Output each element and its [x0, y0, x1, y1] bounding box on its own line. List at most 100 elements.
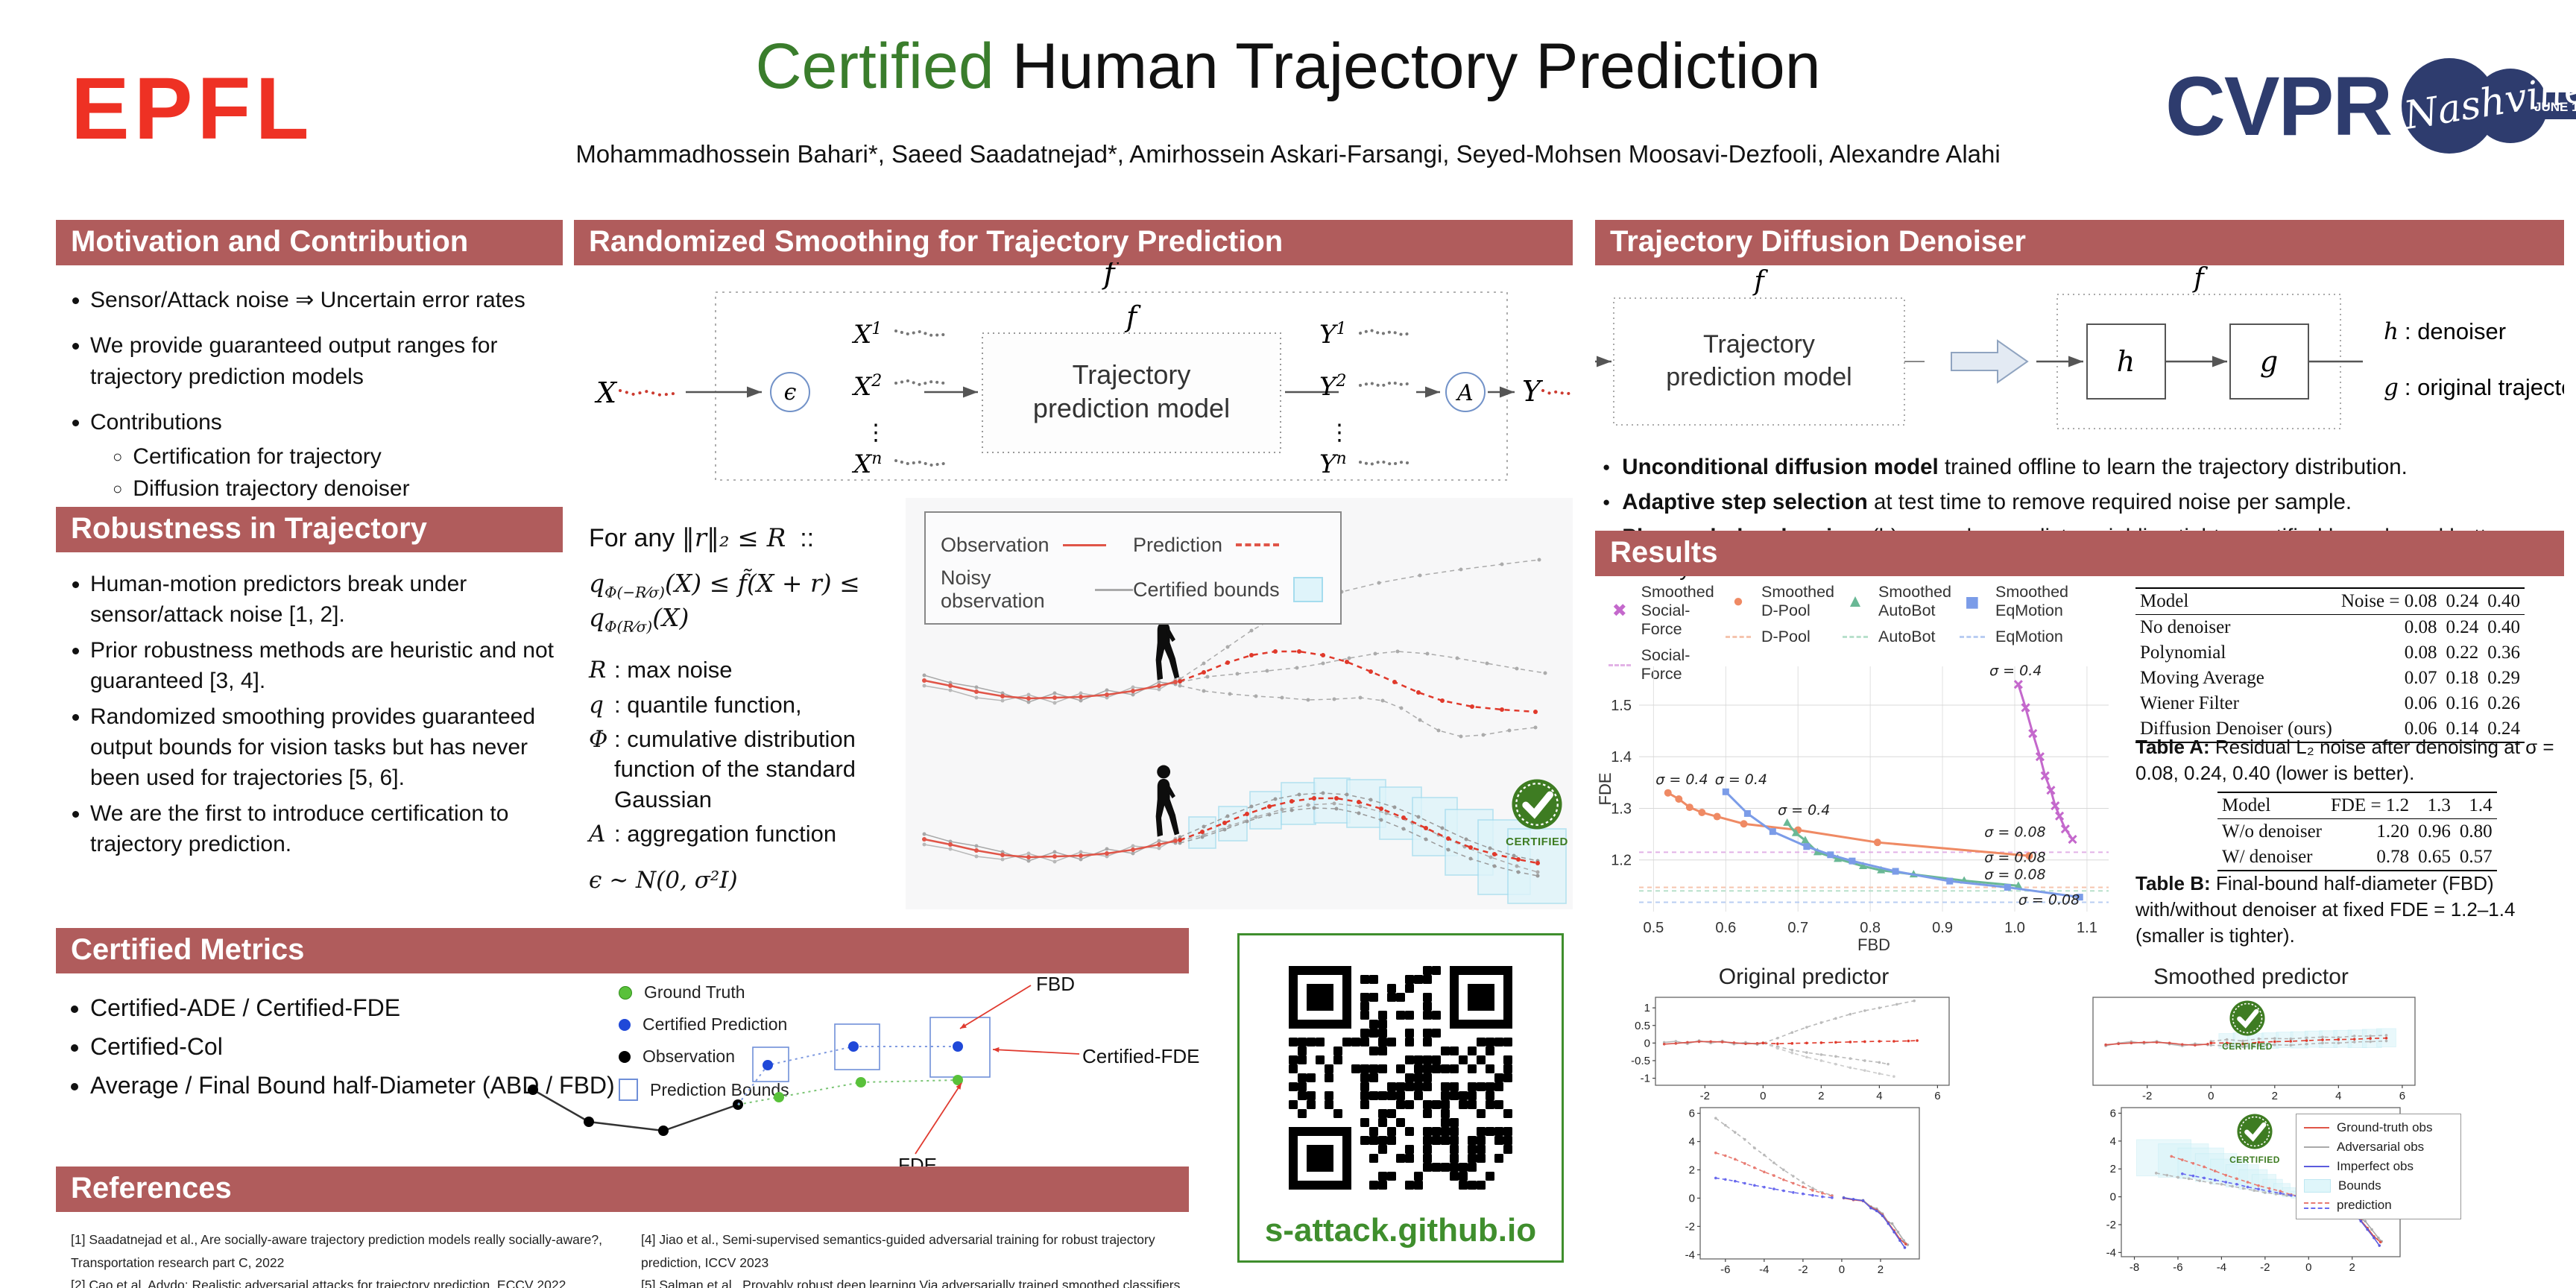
svg-text:-2: -2	[1685, 1220, 1695, 1233]
table-b-caption: Table B: Final-bound half-diameter (FBD)…	[2135, 872, 2516, 947]
svg-text:-4: -4	[1759, 1263, 1769, 1276]
svg-text:1: 1	[1644, 1002, 1650, 1014]
reference-item: [1] Saadatnejad et al., Are socially-awa…	[71, 1232, 602, 1270]
mini-plot-legend: Ground-truth obs Adversarial obs Imperfe…	[2296, 1114, 2461, 1219]
math-inequality: qΦ(−R⁄σ)(X) ≤ f̃(X + r) ≤ qΦ(R⁄σ)(X)	[589, 569, 860, 636]
svg-text:0.7: 0.7	[1787, 920, 1808, 936]
g-definition: g: original trajectory predictor	[2384, 374, 2564, 401]
robustness-bullet: Randomized smoothing provides guaranteed…	[90, 701, 563, 794]
dash-swatch	[1726, 636, 1751, 638]
legend-label: Smoothed D-Pool	[1761, 583, 1835, 619]
svg-text:4: 4	[2110, 1135, 2116, 1148]
svg-text:4: 4	[2335, 1090, 2341, 1102]
svg-text:0: 0	[2305, 1261, 2311, 1274]
dash-swatch	[1609, 663, 1631, 666]
svg-text:2: 2	[1878, 1263, 1884, 1276]
certified-check-icon	[2229, 1000, 2265, 1036]
svg-text:-0.5: -0.5	[1631, 1055, 1650, 1067]
reference-item: [2] Cao et al, Advdo: Realistic adversar…	[71, 1278, 566, 1288]
legend-ground-truth: Ground Truth	[619, 982, 789, 1003]
section-denoiser: Trajectory Diffusion Denoiser	[1595, 220, 2564, 265]
svg-text:-2: -2	[2260, 1261, 2270, 1274]
references-list-left: [1] Saadatnejad et al., Are socially-awa…	[71, 1228, 622, 1288]
legend-dpool: ● Smoothed D-Pool D-Pool	[1726, 583, 1837, 684]
x1-label: X1	[851, 320, 882, 350]
svg-text:0.8: 0.8	[1860, 920, 1881, 936]
f-label: f	[2191, 265, 2208, 294]
smoothing-illustration	[906, 498, 1573, 909]
dashed-pair-swatch	[2304, 1202, 2329, 1209]
open-square-icon	[619, 1079, 638, 1101]
math-def: A: aggregation function	[589, 820, 837, 847]
svg-text:0: 0	[1760, 1090, 1766, 1102]
table-row: Diffusion Denoiser (ours) 0.06 0.14 0.24	[2135, 716, 2525, 742]
smoothed-predictor-plot-top: -2 0 2 4 6	[2092, 997, 2416, 1102]
legend-imperfect-obs: Imperfect obs	[2304, 1159, 2453, 1174]
table-a: Model Noise = 0.08 0.24 0.40 No denoiser…	[2135, 587, 2525, 743]
svg-text:-2: -2	[2142, 1090, 2152, 1102]
smoothing-figure-legend: Observation Prediction Noisy observation…	[924, 511, 1342, 625]
math-def: Φ: cumulative distribution function of t…	[589, 725, 856, 812]
authors-line: Mohammadhossein Bahari*, Saeed Saadatnej…	[575, 140, 2001, 168]
table-b-header: 1.3	[2427, 795, 2451, 815]
legend-autobot: ▲ Smoothed AutoBot AutoBot	[1843, 583, 1954, 684]
smoothing-header: Randomized Smoothing for Trajectory Pred…	[574, 220, 1573, 265]
svg-text:0.6: 0.6	[1715, 920, 1736, 936]
svg-text:FBD: FBD	[1857, 935, 1890, 954]
motivation-sub-bullet: Certification for trajectory	[113, 441, 563, 472]
table-b-header: 1.4	[2469, 795, 2493, 815]
circle-marker-icon: ●	[1732, 591, 1744, 611]
svg-text:1.3: 1.3	[1611, 801, 1632, 817]
legend-adversarial-obs: Adversarial obs	[2304, 1140, 2453, 1155]
section-metrics: Certified Metrics Certified-ADE / Certif…	[56, 928, 1189, 1108]
svg-text:2: 2	[2110, 1163, 2116, 1175]
table-a-header: 0.24	[2446, 591, 2479, 611]
robustness-bullet: Prior robustness methods are heuristic a…	[90, 635, 563, 697]
legend-prediction-bounds: Prediction Bounds	[619, 1079, 789, 1101]
yn-label: Yn	[1319, 449, 1347, 479]
section-robustness: Robustness in Trajectory Human-motion pr…	[56, 507, 563, 865]
svg-text:-4: -4	[2106, 1246, 2116, 1259]
svg-text:4: 4	[1876, 1090, 1882, 1102]
x2-label: X2	[851, 372, 882, 402]
smoothed-predictor-title: Smoothed predictor	[2153, 965, 2349, 989]
svg-text:2: 2	[2349, 1261, 2355, 1274]
svg-text:σ = 0.08: σ = 0.08	[2018, 891, 2080, 908]
cyan-box-swatch	[1292, 577, 1323, 602]
legend-certified-bounds: Certified bounds	[1133, 566, 1325, 613]
table-row: No denoiser 0.08 0.24 0.40	[2140, 617, 2521, 637]
svg-text:σ = 0.4: σ = 0.4	[1989, 663, 2042, 679]
vdots: ⋮	[865, 420, 887, 445]
references-list-right: [4] Jiao et al., Semi-supervised semanti…	[641, 1228, 1193, 1288]
motivation-bullet-label: Contributions	[90, 410, 222, 435]
cyan-box-swatch	[2304, 1179, 2331, 1193]
svg-text:1.0: 1.0	[2004, 920, 2025, 936]
certified-badge: CERTIFIED	[2225, 1112, 2285, 1165]
svg-text:4: 4	[1689, 1136, 1695, 1149]
svg-text:0: 0	[1644, 1037, 1650, 1049]
svg-text:0.5: 0.5	[1643, 920, 1664, 936]
denoiser-diagram: f Trajectory prediction model f h g h: d…	[1595, 265, 2564, 429]
legend-ground-truth-obs: Ground-truth obs	[2304, 1120, 2453, 1135]
blue-dot-icon	[619, 1018, 631, 1031]
title-certified: Certified	[755, 31, 994, 102]
svg-text:6: 6	[1689, 1108, 1695, 1120]
table-a-caption: Table A: Residual L₂ noise after denoisi…	[2135, 736, 2554, 785]
red-dash-swatch	[1236, 543, 1280, 546]
red-line-swatch	[2304, 1127, 2329, 1128]
svg-text:2: 2	[1818, 1090, 1824, 1102]
model-label-2: prediction model	[1666, 363, 1852, 391]
input-trajectory-doodle	[619, 389, 675, 397]
cvpr-logo: CVPR Nashville JUNE 11-15, 2025	[2165, 46, 2576, 165]
project-url-link[interactable]: s-attack.github.io	[1264, 1212, 1537, 1248]
title-rest: Human Trajectory Prediction	[994, 31, 1821, 102]
metrics-bullet: Certified-ADE / Certified-FDE	[90, 991, 1189, 1024]
section-motivation: Motivation and Contribution Sensor/Attac…	[56, 220, 563, 552]
blue-line-swatch	[2304, 1166, 2329, 1167]
x-marker-icon: ✖	[1611, 601, 1627, 621]
denoiser-bullet: Adaptive step selection at test time to …	[1603, 487, 2568, 519]
svg-text:6: 6	[2399, 1090, 2405, 1102]
certified-fde-annotation: Certified-FDE	[1082, 1045, 1200, 1067]
svg-text:0: 0	[1839, 1263, 1845, 1276]
